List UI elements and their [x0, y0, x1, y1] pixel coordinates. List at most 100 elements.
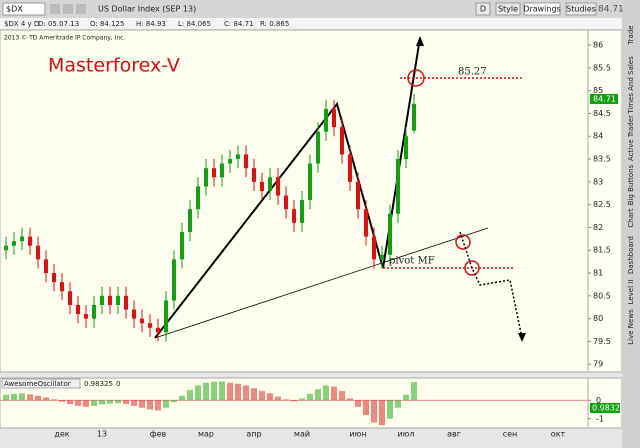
toolbar-button-label[interactable]: Drawings — [523, 5, 560, 14]
candle-body — [20, 236, 24, 242]
y-tick-label: 84 — [593, 132, 603, 141]
candle-body — [156, 327, 160, 333]
side-tab[interactable]: Chart — [627, 208, 635, 227]
x-tick-label: апр — [246, 430, 261, 439]
x-tick-label: июл — [397, 430, 414, 439]
side-tab[interactable]: Times And Sales — [627, 56, 635, 115]
x-tick-label: сен — [503, 430, 518, 439]
candle-body — [412, 103, 416, 131]
axis-value-box — [590, 403, 620, 413]
side-tab[interactable]: Live News — [627, 309, 635, 345]
info-row — [0, 18, 622, 29]
study-title[interactable]: AwesomeOscillator — [4, 380, 71, 388]
marker-circle — [455, 234, 471, 250]
info-field: D: 05.07.13 — [38, 20, 79, 28]
y-tick-label: 83.5 — [593, 155, 611, 164]
candle-body — [116, 295, 120, 305]
x-tick-label: 13 — [97, 430, 107, 439]
y-tick-label: 80.5 — [593, 291, 611, 300]
annotation: pivot MF — [389, 256, 435, 267]
arrow-head — [416, 36, 424, 46]
x-tick-label: авг — [447, 430, 461, 439]
candle-body — [140, 318, 144, 324]
y-tick-label: 85 — [593, 86, 603, 95]
side-tab[interactable]: Dashboard — [627, 236, 635, 274]
y-tick-label: 80 — [593, 314, 603, 323]
candle-body — [60, 282, 64, 292]
x-tick-label: май — [294, 430, 310, 439]
candle-body — [124, 295, 128, 310]
candle-body — [332, 108, 336, 128]
candle-body — [276, 177, 280, 196]
trend-line — [154, 227, 489, 339]
candle-body — [68, 291, 72, 305]
y-tick-label: 0 — [596, 396, 601, 405]
candle-body — [204, 168, 208, 187]
last-price: 84.71 — [593, 95, 616, 104]
candle-body — [396, 159, 400, 214]
y-tick-label: 79 — [593, 360, 603, 369]
side-tab[interactable]: Trade — [627, 25, 635, 45]
candle-body — [76, 304, 80, 315]
toolbar-last-price: 84.71 — [598, 5, 624, 15]
symbol[interactable]: $DX — [6, 5, 23, 14]
candle-body — [44, 259, 48, 274]
x-tick-label: мар — [198, 430, 214, 439]
side-tab-strip — [622, 0, 640, 448]
candle-body — [340, 127, 344, 155]
candle-body — [300, 200, 304, 223]
toolbar-button[interactable] — [495, 2, 521, 16]
last-price-box — [590, 94, 618, 104]
arrow-head — [518, 333, 526, 342]
candle-body — [36, 245, 40, 260]
y-tick-label: -1 — [596, 414, 604, 423]
annotation: 85.27 — [458, 67, 487, 78]
candle-body — [148, 323, 152, 328]
toolbar-button[interactable] — [565, 2, 597, 16]
x-tick-label: дек — [54, 430, 69, 439]
candle-body — [100, 295, 104, 305]
candle-body — [188, 209, 192, 233]
candle-body — [236, 154, 240, 160]
y-tick-label: 81.5 — [593, 246, 611, 255]
icon[interactable] — [76, 4, 86, 14]
toolbar — [0, 0, 622, 18]
candle-body — [348, 154, 352, 182]
toolbar-button-label[interactable]: D — [480, 5, 486, 14]
y-tick-label: 82.5 — [593, 200, 611, 209]
study-label-box[interactable] — [1, 378, 81, 389]
toolbar-button[interactable] — [523, 2, 561, 16]
toolbar-button[interactable] — [475, 2, 491, 16]
chart-title: Masterforex-V — [48, 55, 180, 77]
info-field: O: 84.125 — [90, 20, 124, 28]
study-value: 0.98325 — [84, 380, 113, 388]
y-tick-label: 81 — [593, 269, 603, 278]
symbol-box[interactable] — [2, 2, 46, 16]
candle-body — [324, 108, 328, 132]
x-tick-label: июн — [349, 430, 366, 439]
y-tick-label: 86 — [593, 41, 603, 50]
candle-body — [220, 163, 224, 178]
toolbar-button-label[interactable]: Studies — [566, 5, 596, 14]
icon[interactable] — [63, 4, 73, 14]
candle-body — [164, 300, 168, 333]
side-tab[interactable]: Big Buttons — [627, 164, 635, 205]
candle-body — [292, 209, 296, 223]
price-axis — [587, 29, 623, 373]
candle-body — [52, 273, 56, 283]
candle-body — [212, 168, 216, 178]
side-tab[interactable]: Active Trader — [627, 115, 635, 161]
forecast-path — [459, 231, 523, 339]
side-tab[interactable]: Level II — [627, 280, 635, 305]
candle-body — [356, 181, 360, 210]
copyright: 2013 © TD Ameritrade IP Company, Inc. — [4, 35, 125, 42]
candle-body — [92, 304, 96, 319]
description: US Dollar Index (SEP 13) — [98, 5, 196, 14]
candle-body — [228, 159, 232, 164]
icon[interactable] — [50, 4, 60, 14]
toolbar-button-label[interactable]: Style — [498, 5, 518, 14]
info-field: R: 0.865 — [260, 20, 289, 28]
candle-body — [380, 254, 384, 260]
info-field: C: 84.71 — [224, 20, 254, 28]
